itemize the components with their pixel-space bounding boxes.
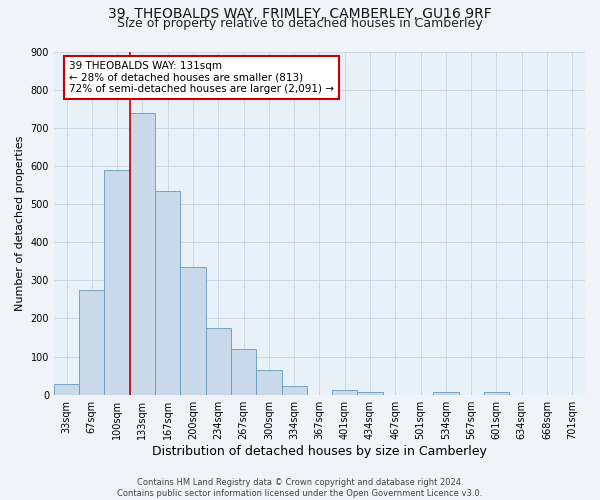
Text: 39, THEOBALDS WAY, FRIMLEY, CAMBERLEY, GU16 9RF: 39, THEOBALDS WAY, FRIMLEY, CAMBERLEY, G… (108, 8, 492, 22)
Bar (256, 370, 281, 394)
Y-axis label: Number of detached properties: Number of detached properties (15, 136, 25, 311)
Bar (181, 267, 206, 394)
X-axis label: Distribution of detached houses by size in Camberley: Distribution of detached houses by size … (152, 444, 487, 458)
Text: Size of property relative to detached houses in Camberley: Size of property relative to detached ho… (117, 18, 483, 30)
Bar (231, 349, 256, 395)
Bar (79, 290, 104, 395)
Bar (358, 392, 383, 394)
Bar (484, 392, 509, 394)
Bar (54, 384, 79, 394)
Bar (332, 390, 358, 394)
Bar (130, 112, 155, 394)
Text: 39 THEOBALDS WAY: 131sqm
← 28% of detached houses are smaller (813)
72% of semi-: 39 THEOBALDS WAY: 131sqm ← 28% of detach… (69, 61, 334, 94)
Bar (206, 328, 231, 394)
Bar (104, 170, 130, 394)
Bar (155, 190, 181, 394)
Bar (281, 386, 307, 394)
Text: Contains HM Land Registry data © Crown copyright and database right 2024.
Contai: Contains HM Land Registry data © Crown c… (118, 478, 482, 498)
Bar (433, 392, 458, 394)
